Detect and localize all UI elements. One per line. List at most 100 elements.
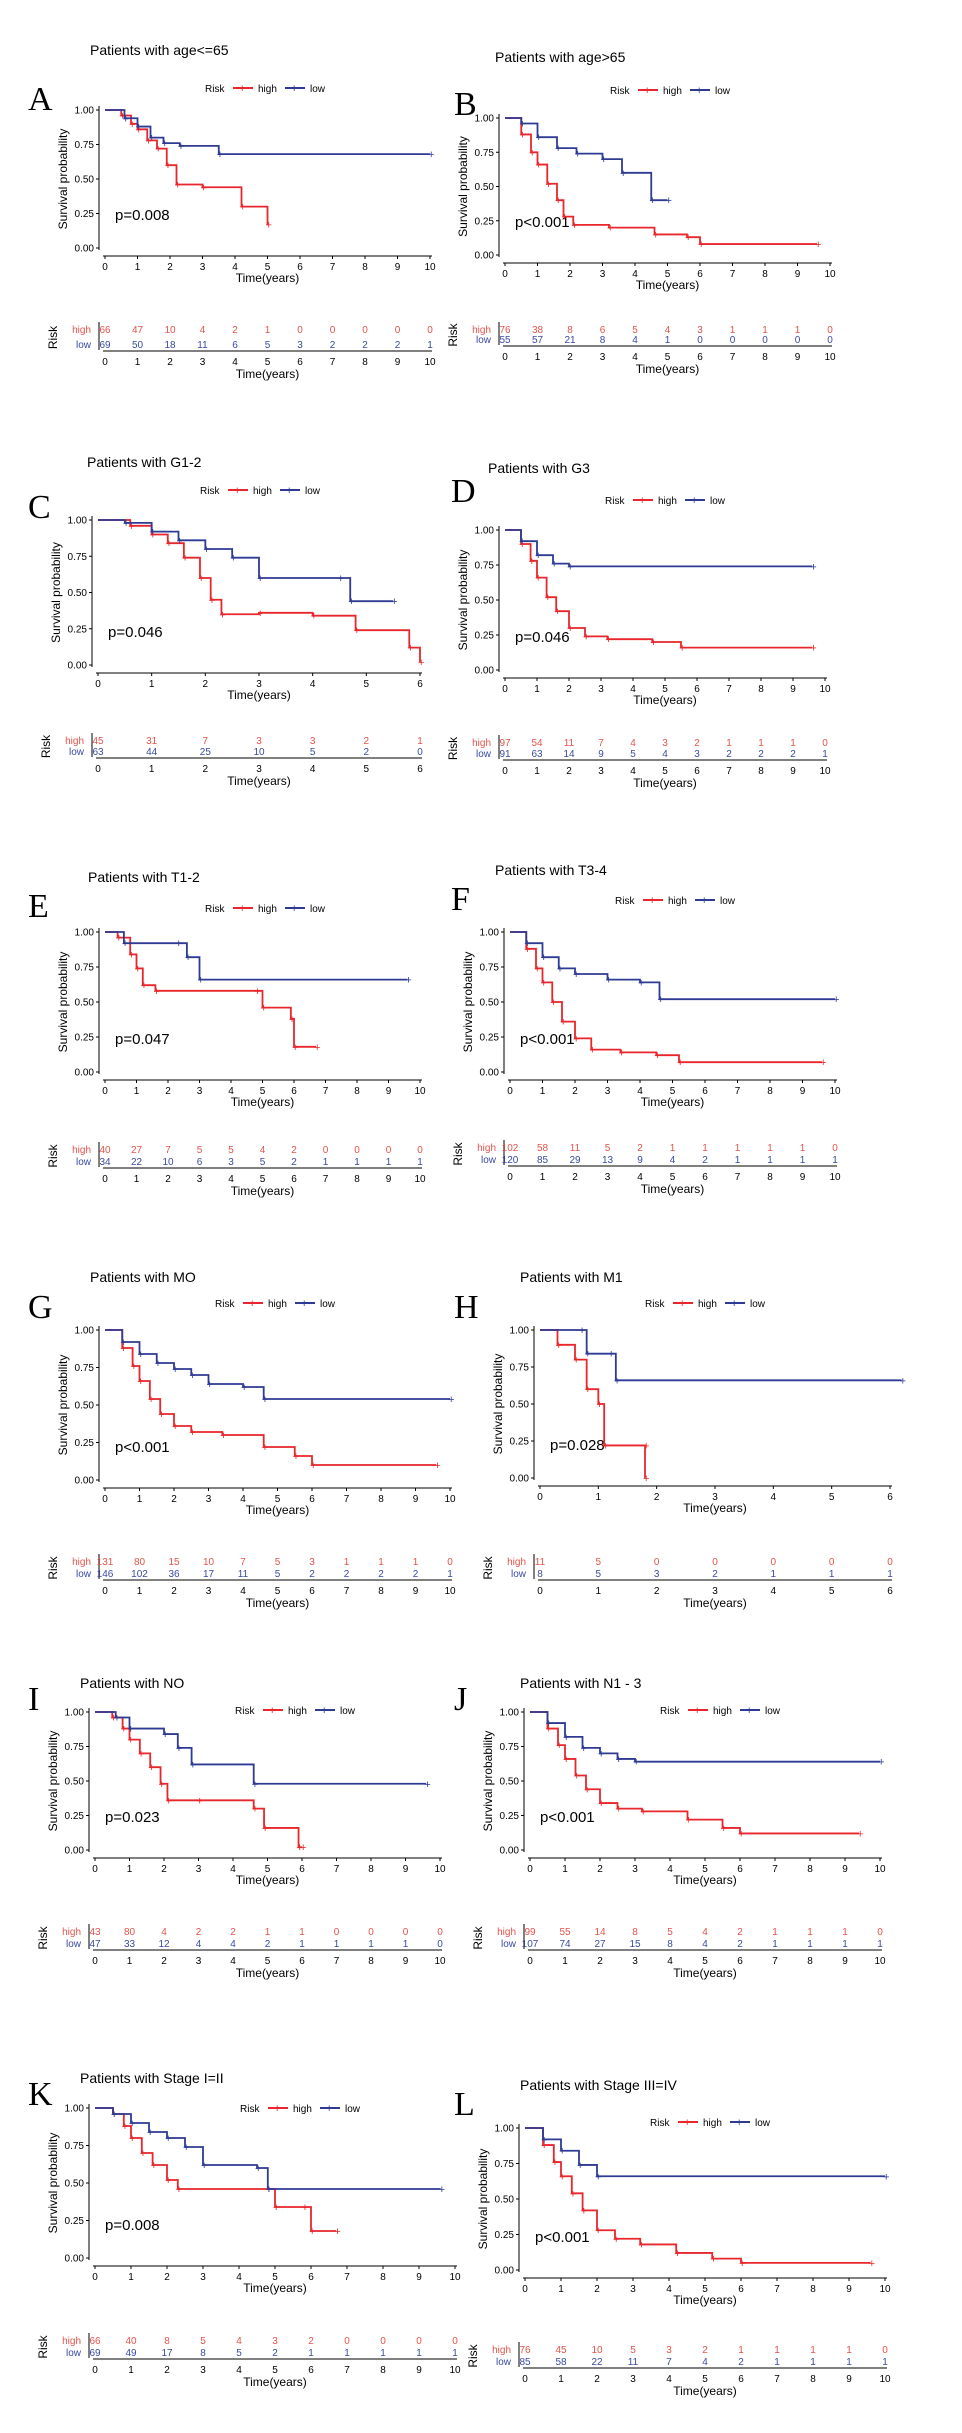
risk-x-tick-label: 2 bbox=[161, 1956, 167, 1967]
censor-mark-high: + bbox=[135, 963, 141, 975]
risk-count-high: 40 bbox=[125, 2336, 137, 2347]
y-axis-title: Survival probability bbox=[56, 1355, 70, 1456]
km-curve-low bbox=[525, 2127, 885, 2178]
censor-mark-low: + bbox=[178, 141, 184, 153]
censor-mark-high: + bbox=[567, 623, 573, 635]
risk-count-high: 0 bbox=[822, 738, 828, 749]
legend-high-label: high bbox=[698, 1299, 717, 1310]
censor-mark-high: + bbox=[209, 595, 215, 607]
censor-mark-low: + bbox=[149, 133, 155, 145]
risk-count-low: 0 bbox=[730, 335, 736, 346]
x-tick-label: 10 bbox=[879, 2284, 891, 2295]
risk-x-axis-title: Time(years) bbox=[236, 367, 300, 381]
x-tick-label: 0 bbox=[537, 1492, 543, 1503]
x-tick-label: 6 bbox=[887, 1492, 893, 1503]
x-tick-label: 2 bbox=[164, 2272, 170, 2283]
risk-row-label-low: low bbox=[76, 1157, 92, 1168]
risk-count-high: 0 bbox=[344, 2336, 350, 2347]
x-tick-label: 9 bbox=[842, 1864, 848, 1875]
x-tick-label: 10 bbox=[424, 262, 436, 273]
censor-mark-high: + bbox=[262, 1823, 268, 1835]
panel-letter: G bbox=[28, 1289, 53, 1326]
x-tick-label: 1 bbox=[596, 1492, 602, 1503]
risk-count-low: 11 bbox=[238, 1569, 249, 1580]
legend: Risk + high + low bbox=[215, 1298, 336, 1310]
risk-table: Risk highlow76550385718212683544415306107… bbox=[446, 322, 836, 376]
risk-count-high: 0 bbox=[330, 325, 336, 336]
risk-count-high: 1 bbox=[344, 1557, 350, 1568]
censor-mark-low: + bbox=[176, 1743, 182, 1755]
risk-x-tick-label: 6 bbox=[309, 1586, 315, 1597]
x-tick-label: 10 bbox=[414, 1086, 426, 1097]
risk-count-high: 99 bbox=[524, 1927, 536, 1938]
censor-mark-high: + bbox=[545, 179, 551, 191]
risk-count-low: 1 bbox=[774, 2357, 780, 2368]
legend-low-label: low bbox=[305, 486, 321, 497]
risk-count-high: 11 bbox=[535, 1557, 546, 1568]
censor-mark-high: + bbox=[266, 220, 272, 232]
risk-count-high: 1 bbox=[758, 738, 764, 749]
risk-row-label-low: low bbox=[76, 1569, 92, 1580]
risk-x-tick-label: 0 bbox=[527, 1956, 533, 1967]
x-tick-label: 0 bbox=[102, 1494, 108, 1505]
risk-x-tick-label: 6 bbox=[308, 2365, 314, 2376]
x-axis-title: Time(years) bbox=[246, 1503, 310, 1517]
y-tick-label: 1.00 bbox=[75, 928, 95, 939]
y-tick-label: 1.00 bbox=[480, 928, 500, 939]
p-value: p<0.001 bbox=[515, 214, 570, 231]
censor-mark-high: + bbox=[674, 2248, 680, 2260]
y-tick-label: 0.75 bbox=[75, 1363, 95, 1374]
x-tick-label: 2 bbox=[597, 1864, 603, 1875]
censor-mark-high: + bbox=[300, 1842, 306, 1854]
risk-x-tick-label: 6 bbox=[697, 352, 703, 363]
censor-mark-high: + bbox=[116, 933, 122, 945]
censor-mark-high: + bbox=[638, 2239, 644, 2251]
censor-mark-low: + bbox=[123, 518, 129, 530]
risk-count-high: 2 bbox=[230, 1927, 236, 1938]
censor-mark-low: + bbox=[155, 1358, 161, 1370]
risk-count-high: 1 bbox=[762, 325, 768, 336]
risk-x-tick-label: 9 bbox=[842, 1956, 848, 1967]
censor-mark-low: + bbox=[111, 2109, 117, 2121]
censor-mark-low: + bbox=[428, 149, 434, 161]
x-tick-label: 0 bbox=[95, 679, 101, 690]
km-panel-d: D Patients with G3 Risk + high + low 0.00 0.25 0.… bbox=[446, 460, 831, 790]
risk-count-low: 0 bbox=[697, 335, 703, 346]
risk-x-tick-label: 6 bbox=[299, 1956, 305, 1967]
y-tick-label: 0.50 bbox=[475, 182, 495, 193]
risk-count-low: 1 bbox=[822, 749, 828, 760]
censor-mark-high: + bbox=[129, 2133, 135, 2145]
risk-x-tick-label: 2 bbox=[597, 1956, 603, 1967]
legend-high-marker: + bbox=[649, 895, 655, 907]
legend: Risk + high + low bbox=[645, 1298, 766, 1310]
censor-mark-high: + bbox=[128, 949, 134, 961]
x-tick-label: 6 bbox=[299, 1864, 305, 1875]
x-axis-title: Time(years) bbox=[236, 1873, 300, 1887]
risk-row-label-low: low bbox=[501, 1939, 517, 1950]
legend-title: Risk bbox=[205, 84, 225, 95]
legend-high-marker: + bbox=[684, 2117, 690, 2129]
legend-high-label: high bbox=[253, 486, 272, 497]
risk-x-tick-label: 7 bbox=[726, 766, 732, 777]
legend-high-marker: + bbox=[694, 1705, 700, 1717]
censor-mark-high: + bbox=[589, 1045, 595, 1057]
legend-low-label: low bbox=[710, 496, 726, 507]
y-tick-label: 1.00 bbox=[475, 114, 495, 125]
risk-count-high: 5 bbox=[275, 1557, 281, 1568]
risk-x-tick-label: 7 bbox=[774, 2374, 780, 2385]
risk-count-high: 8 bbox=[164, 2336, 170, 2347]
censor-mark-low: + bbox=[262, 1394, 268, 1406]
risk-count-low: 85 bbox=[519, 2357, 531, 2368]
censor-mark-high: + bbox=[166, 538, 172, 550]
risk-row-label-high: high bbox=[62, 1927, 81, 1938]
risk-row-label-high: high bbox=[507, 1557, 526, 1568]
censor-mark-high: + bbox=[297, 1842, 303, 1854]
risk-count-low: 2 bbox=[265, 1939, 271, 1950]
km-curve-high bbox=[105, 1329, 437, 1466]
censor-mark-high: + bbox=[650, 637, 656, 649]
censor-mark-high: + bbox=[314, 1042, 320, 1054]
censor-mark-low: + bbox=[524, 938, 530, 950]
censor-mark-high: + bbox=[289, 1014, 295, 1026]
risk-x-tick-label: 7 bbox=[344, 1586, 350, 1597]
y-tick-label: 0.75 bbox=[68, 552, 88, 563]
